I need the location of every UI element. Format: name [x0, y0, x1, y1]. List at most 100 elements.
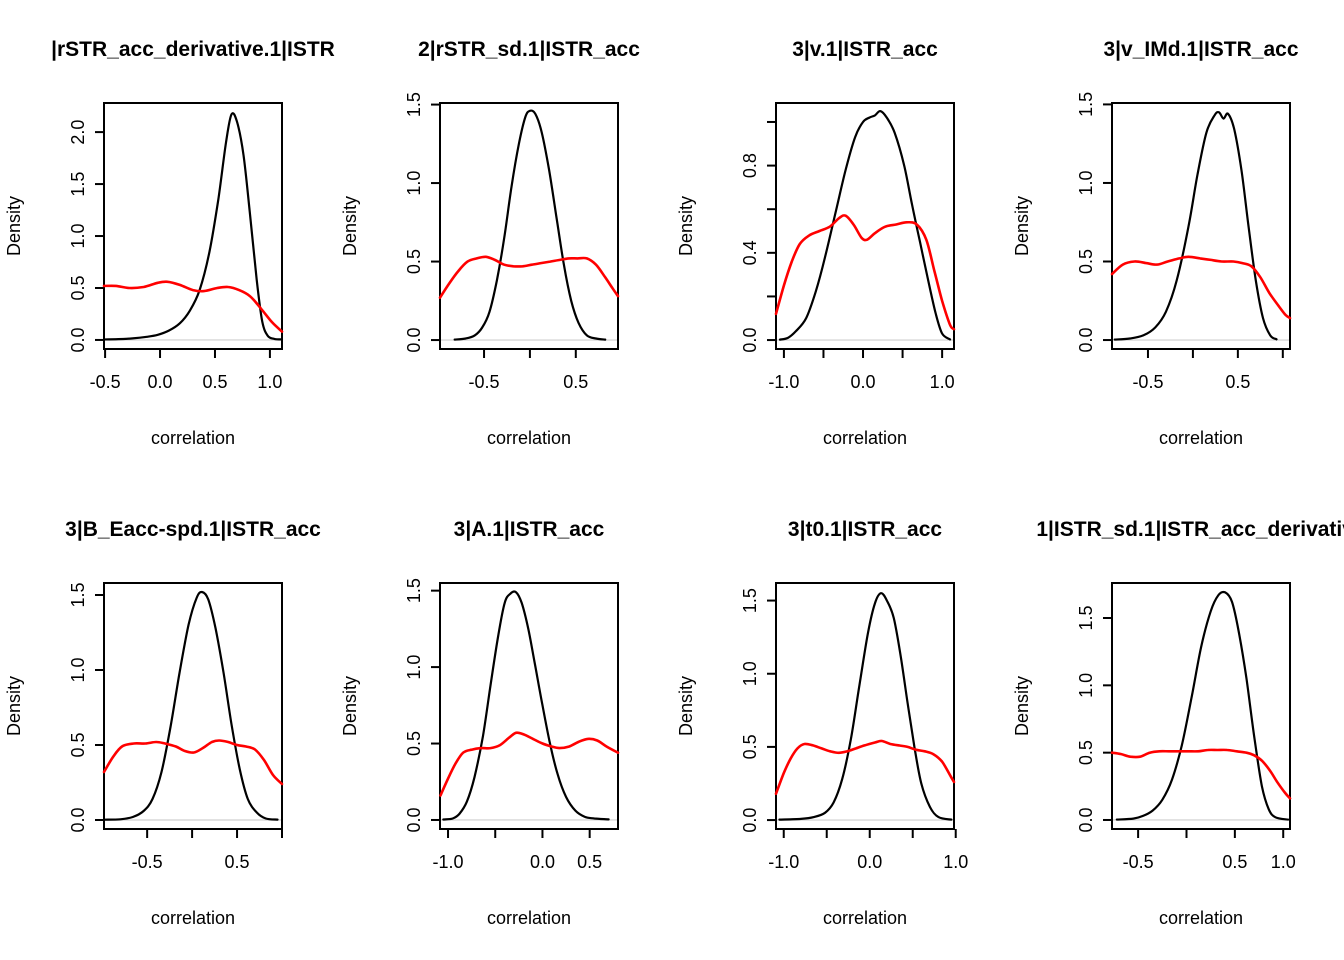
y-tick-label: 0.0 [404, 807, 424, 832]
x-tick-label: 0.0 [857, 852, 882, 872]
plot-title: 3|t0.1|ISTR_acc [788, 518, 942, 541]
plot-title: 1|ISTR_sd.1|ISTR_acc_derivative [1036, 518, 1344, 541]
density-curve-red [102, 739, 284, 786]
x-tick-label: 1.0 [1271, 852, 1296, 872]
plot-box [1111, 582, 1291, 830]
plot-area: -1.0 0.0 1.0 0.0 0.5 1.0 1.5 [740, 582, 968, 872]
x-axis-label: correlation [151, 908, 235, 928]
x-tick-label: 0.0 [851, 372, 876, 392]
density-plot-svg: 3|t0.1|ISTR_acc Density correlation -1.0… [676, 518, 968, 928]
x-axis-label: correlation [487, 908, 571, 928]
y-tick-label: 0.0 [740, 808, 760, 833]
x-tick-label: -0.5 [132, 852, 163, 872]
y-axis-label: Density [676, 676, 696, 736]
density-curve-black [442, 590, 610, 821]
plot-box [775, 582, 955, 830]
y-tick-label: 1.5 [404, 578, 424, 603]
density-plot-svg: 3|B_Eacc-spd.1|ISTR_acc Density correlat… [4, 518, 321, 928]
density-curve-black [453, 109, 607, 341]
plot-title: 3|B_Eacc-spd.1|ISTR_acc [65, 518, 321, 541]
density-plot-svg: 3|v.1|ISTR_acc Density correlation -1.0 0… [676, 38, 956, 448]
y-tick-label: 1.5 [1076, 92, 1096, 117]
density-plot-svg: |rSTR_acc_derivative.1|ISTR Density corr… [4, 38, 335, 448]
y-tick-label: 1.5 [404, 92, 424, 117]
x-axis-label: correlation [151, 428, 235, 448]
y-tick-label: 0.0 [1076, 807, 1096, 832]
y-tick-label: 1.0 [404, 655, 424, 680]
y-axis-label: Density [676, 196, 696, 256]
x-tick-label: -0.5 [469, 372, 500, 392]
y-tick-label: 1.5 [68, 172, 88, 197]
plot-area: -0.5 0.5 1.0 0.0 0.5 1.0 1.5 [1076, 582, 1296, 872]
plot-box [775, 102, 955, 350]
y-tick-label: 1.0 [1076, 673, 1096, 698]
x-tick-label: -1.0 [768, 852, 799, 872]
plot-area: -0.5 0.0 0.5 1.00.00.51.01.52.0 [68, 102, 284, 392]
density-panel-5: 3|B_Eacc-spd.1|ISTR_acc Density correlat… [0, 480, 336, 960]
density-curve-black [1113, 110, 1278, 341]
plot-area: -0.5 0.5 0.0 0.5 1.0 1.5 [404, 92, 620, 392]
x-axis-label: correlation [487, 428, 571, 448]
x-tick-label: -1.0 [768, 372, 799, 392]
density-curve-black [778, 592, 953, 821]
plot-title: 3|A.1|ISTR_acc [454, 518, 605, 541]
density-curve-black [102, 112, 284, 341]
density-curve-red [439, 731, 620, 797]
x-tick-label: -0.5 [1123, 852, 1154, 872]
y-tick-label: 0.0 [740, 328, 760, 353]
plot-box [439, 102, 619, 350]
y-tick-label: 1.5 [1076, 605, 1096, 630]
plot-box [103, 582, 283, 830]
y-tick-label: 0.5 [1076, 740, 1096, 765]
density-plot-svg: 3|A.1|ISTR_acc Density correlation -1.0 0… [340, 518, 620, 928]
density-curve-red [1110, 255, 1292, 320]
y-axis-label: Density [340, 196, 360, 256]
density-curve-black [778, 109, 952, 341]
plot-box [1111, 102, 1291, 350]
y-tick-label: 0.5 [740, 734, 760, 759]
plot-area: -1.0 0.0 1.0 0.0 0.4 0.8 [740, 102, 956, 392]
plot-title: 3|v_IMd.1|ISTR_acc [1103, 38, 1298, 61]
y-axis-label: Density [4, 676, 24, 736]
y-tick-label: 0.0 [68, 327, 88, 352]
x-axis-label: correlation [823, 908, 907, 928]
y-tick-label: 1.0 [740, 661, 760, 686]
density-curve-red [438, 255, 620, 299]
y-tick-label: 0.5 [68, 732, 88, 757]
y-axis-label: Density [340, 676, 360, 736]
density-curve-black [1115, 590, 1290, 821]
density-panel-6: 3|A.1|ISTR_acc Density correlation -1.0 0… [336, 480, 672, 960]
density-panel-1: |rSTR_acc_derivative.1|ISTR Density corr… [0, 0, 336, 480]
y-axis-label: Density [4, 196, 24, 256]
x-tick-label: 0.5 [563, 372, 588, 392]
x-tick-label: 0.5 [202, 372, 227, 392]
plot-box [439, 582, 619, 830]
x-tick-label: 0.5 [1222, 852, 1247, 872]
plot-title: |rSTR_acc_derivative.1|ISTR [51, 38, 335, 61]
y-tick-label: 0.0 [1076, 328, 1096, 353]
density-curve-red [774, 739, 956, 796]
x-tick-label: 1.0 [257, 372, 282, 392]
y-tick-label: 0.5 [404, 249, 424, 274]
density-plot-svg: 1|ISTR_sd.1|ISTR_acc_derivative Density … [1012, 518, 1344, 928]
density-plot-svg: 3|v_IMd.1|ISTR_acc Density correlation -… [1012, 38, 1299, 448]
y-tick-label: 0.4 [740, 240, 760, 265]
x-tick-label: -1.0 [433, 852, 464, 872]
x-tick-label: 1.0 [930, 372, 955, 392]
y-tick-label: 0.8 [740, 153, 760, 178]
plot-area: -0.5 0.5 0.0 0.5 1.0 1.5 [1076, 92, 1292, 392]
density-panel-3: 3|v.1|ISTR_acc Density correlation -1.0 0… [672, 0, 1008, 480]
plot-area: -1.0 0.0 0.5 0.0 0.5 1.0 1.5 [404, 578, 620, 872]
density-curve-red [774, 214, 956, 331]
y-tick-label: 1.0 [1076, 170, 1096, 195]
y-tick-label: 1.5 [68, 582, 88, 607]
y-tick-label: 0.0 [404, 328, 424, 353]
x-tick-label: 1.0 [943, 852, 968, 872]
x-tick-label: 0.5 [225, 852, 250, 872]
x-tick-label: 0.5 [1225, 372, 1250, 392]
y-tick-label: 0.5 [404, 731, 424, 756]
y-tick-label: 0.5 [1076, 249, 1096, 274]
x-tick-label: 0.0 [148, 372, 173, 392]
x-tick-label: 0.5 [577, 852, 602, 872]
